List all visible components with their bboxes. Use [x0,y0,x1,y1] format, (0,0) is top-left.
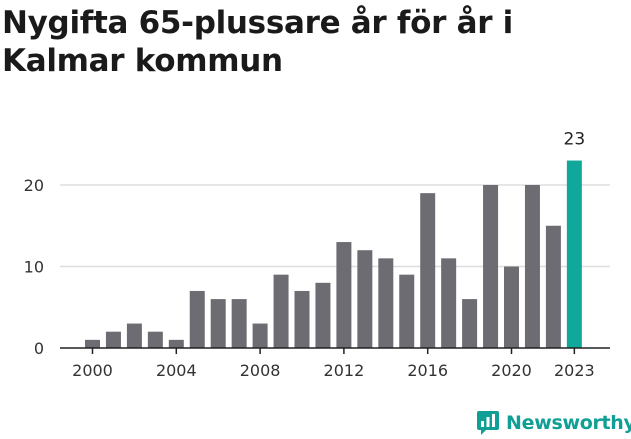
bar [210,299,226,348]
bar [168,339,184,348]
bar [462,299,478,348]
bar [420,193,436,348]
bar [441,258,457,348]
bar [545,225,561,348]
x-tick-label: 2008 [240,361,281,380]
bar [336,242,352,348]
bar [315,282,331,348]
brand-logo: Newsworthy [476,410,631,436]
bar [524,185,540,348]
bar [504,266,519,348]
chart-title: Nygifta 65-plussare år för år i Kalmar k… [2,5,513,79]
x-tick-label: 2016 [407,361,448,380]
x-tick-label: 2020 [491,361,532,380]
brand-name: Newsworthy [506,412,631,434]
y-tick-label: 0 [34,339,44,358]
x-tick-label: 2000 [72,361,113,380]
y-tick-label: 10 [24,258,44,277]
bar [231,299,247,348]
bar [566,160,582,348]
bar [105,331,121,348]
bar [483,185,499,348]
bar [378,258,394,348]
bar [126,323,142,348]
data-label: 23 [564,130,586,150]
bar [399,274,415,348]
x-tick-label: 2004 [156,361,197,380]
x-tick-label: 2023 [554,361,595,380]
bar [357,250,373,348]
bar [147,331,163,348]
bar [273,274,289,348]
bar [85,339,100,348]
x-tick-label: 2012 [324,361,365,380]
newsworthy-logo-icon [477,411,499,435]
bar [252,323,268,348]
bar [294,290,310,348]
bar [189,290,205,348]
y-tick-label: 20 [24,176,44,195]
